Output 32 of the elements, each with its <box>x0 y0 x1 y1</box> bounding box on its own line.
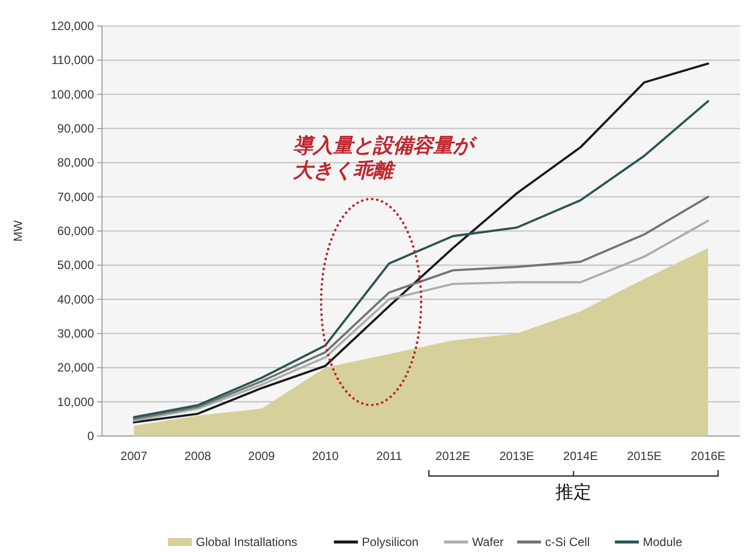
y-tick-label: 120,000 <box>50 19 94 33</box>
x-tick-label: 2012E <box>436 449 470 463</box>
y-tick-label: 90,000 <box>57 122 94 136</box>
y-axis-title: MW <box>11 220 25 242</box>
legend-label: Polysilicon <box>362 535 419 549</box>
x-tick-label: 2008 <box>184 449 212 463</box>
legend-label: Global Installations <box>196 535 298 549</box>
y-tick-label: 70,000 <box>57 190 94 204</box>
x-tick-label: 2010 <box>312 449 339 463</box>
x-tick-label: 2016E <box>690 449 726 463</box>
y-tick-label: 110,000 <box>52 53 94 68</box>
y-tick-label: 30,000 <box>57 326 94 340</box>
y-tick-label: 40,000 <box>57 292 94 306</box>
annotation: 大きく乖離 <box>293 159 396 182</box>
y-tick-label: 20,000 <box>57 360 94 375</box>
text: 推定 <box>556 482 592 502</box>
x-tick-label: 2013E <box>499 449 534 463</box>
y-tick-label: 80,000 <box>57 156 94 170</box>
annotation: 導入量と設備容量が <box>293 134 478 157</box>
y-tick-label: 10,000 <box>57 394 94 409</box>
y-tick-label: 60,000 <box>57 224 94 238</box>
y-tick-label: 50,000 <box>57 258 94 272</box>
x-tick-label: 2014E <box>563 449 598 463</box>
legend-label: Module <box>642 535 683 549</box>
y-tick-label: 100,000 <box>50 87 94 102</box>
x-tick-label: 2011 <box>376 449 402 463</box>
legend-label: Wafer <box>472 535 504 549</box>
y-tick-label: 0 <box>87 429 94 443</box>
x-tick-label: 2009 <box>248 449 276 463</box>
x-tick-label: 2015E <box>626 449 662 463</box>
legend-label: c-Si Cell <box>545 535 590 549</box>
x-tick-label: 2007 <box>120 449 148 463</box>
